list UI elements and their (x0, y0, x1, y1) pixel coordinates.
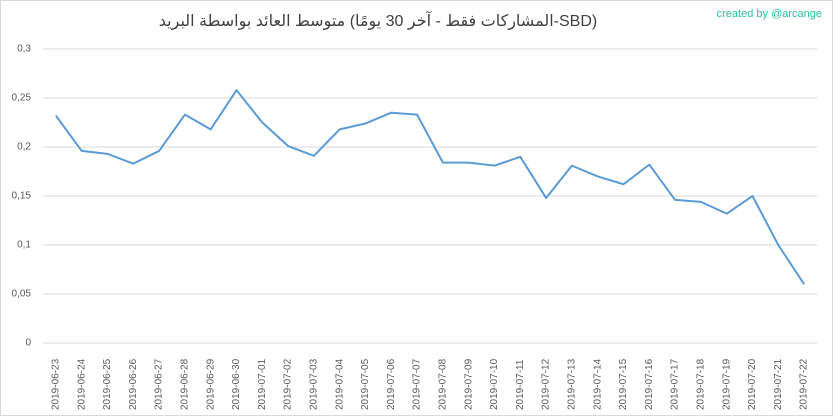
y-tick-label: 0 (25, 338, 31, 349)
x-tick-label: 2019-06-25 (102, 358, 113, 410)
x-tick-label: 2019-06-23 (51, 358, 62, 410)
x-tick-label: 2019-07-03 (309, 358, 320, 410)
x-tick-label: 2019-07-15 (618, 358, 629, 410)
x-tick-label: 2019-07-21 (773, 358, 784, 410)
x-tick-label: 2019-06-26 (128, 358, 139, 410)
x-tick-label: 2019-07-19 (721, 358, 732, 410)
watermark: created by @arcange (717, 8, 822, 20)
y-tick-label: 0,15 (12, 191, 32, 202)
x-tick-label: 2019-07-09 (463, 358, 474, 410)
x-tick-label: 2019-07-04 (334, 358, 345, 410)
y-tick-label: 0,1 (17, 240, 31, 251)
x-tick-label: 2019-07-16 (644, 358, 655, 410)
y-tick-label: 0,3 (17, 44, 31, 55)
chart-title: متوسط العائد بواسطة البريد (المشاركات فق… (159, 11, 597, 31)
x-tick-label: 2019-07-05 (360, 358, 371, 410)
x-tick-label: 2019-06-27 (154, 358, 165, 410)
x-tick-label: 2019-07-08 (438, 358, 449, 410)
x-tick-label: 2019-06-28 (180, 358, 191, 410)
x-tick-label: 2019-07-12 (541, 358, 552, 410)
y-tick-label: 0,25 (12, 93, 32, 104)
x-tick-label: 2019-06-24 (76, 358, 87, 410)
x-tick-label: 2019-06-29 (205, 358, 216, 410)
x-tick-label: 2019-06-30 (231, 358, 242, 410)
x-tick-label: 2019-07-11 (515, 359, 526, 410)
x-tick-label: 2019-07-17 (670, 358, 681, 410)
x-tick-label: 2019-07-06 (386, 358, 397, 410)
y-tick-label: 0,05 (12, 289, 32, 300)
y-tick-label: 0,2 (17, 142, 31, 153)
line (55, 89, 805, 285)
x-tick-label: 2019-07-10 (489, 358, 500, 410)
x-tick-label: 2019-07-07 (412, 358, 423, 410)
x-tick-label: 2019-07-20 (747, 358, 758, 410)
x-tick-label: 2019-07-22 (799, 358, 810, 410)
x-tick-label: 2019-07-01 (257, 358, 268, 410)
x-tick-label: 2019-07-14 (592, 358, 603, 410)
x-tick-label: 2019-07-02 (283, 358, 294, 410)
x-tick-label: 2019-07-18 (696, 358, 707, 410)
x-tick-label: 2019-07-13 (567, 358, 578, 410)
